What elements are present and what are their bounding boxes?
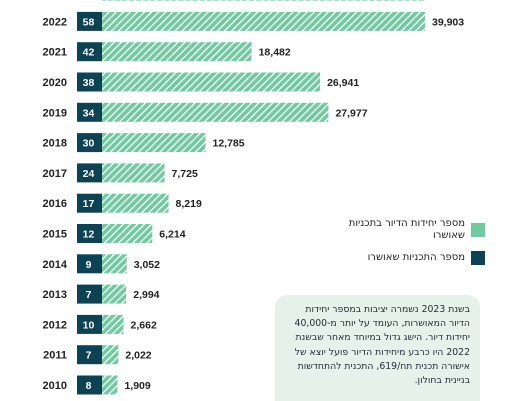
- plans-value-label: 42: [83, 47, 95, 59]
- plans-value-label: 38: [83, 77, 95, 89]
- units-bar: [102, 72, 321, 92]
- year-label: 2017: [43, 168, 67, 180]
- plans-bar: [77, 314, 102, 334]
- plans-bar: [77, 42, 102, 62]
- year-label: 2015: [43, 229, 67, 241]
- units-value-label: 1,909: [124, 380, 150, 392]
- plans-value-label: 7: [86, 289, 92, 301]
- units-bar: [102, 42, 252, 62]
- year-label: 2012: [43, 319, 67, 331]
- plans-value-label: 8: [86, 380, 92, 392]
- year-label: 2021: [43, 47, 67, 59]
- units-bar: [102, 224, 153, 243]
- units-value-label: 39,903: [432, 16, 464, 28]
- plans-bar: [77, 133, 102, 153]
- plans-bar: [77, 11, 102, 31]
- plans-bar: [77, 345, 102, 365]
- units-value-label: 18,482: [259, 47, 291, 59]
- units-value-label: 6,214: [159, 229, 185, 241]
- legend-label-units: מספר יחידות הדיור בתכניות שאושרו: [348, 218, 465, 241]
- units-value-label: 2,022: [125, 350, 151, 362]
- plans-bar: [77, 72, 102, 92]
- plans-value-label: 7: [86, 350, 92, 362]
- year-label: 2013: [43, 289, 67, 301]
- chart-legend: מספר יחידות הדיור בתכניות שאושרו מספר הת…: [335, 218, 485, 274]
- plans-value-label: 30: [83, 138, 95, 150]
- year-label: 2020: [43, 77, 67, 89]
- legend-label-plans: מספר התכניות שאושרו: [367, 252, 465, 263]
- year-label: 2019: [43, 107, 67, 119]
- units-bar: [102, 314, 124, 334]
- units-value-label: 2,662: [131, 319, 157, 331]
- plans-bar: [77, 284, 102, 304]
- units-bar: [102, 193, 169, 213]
- legend-item-units: מספר יחידות הדיור בתכניות שאושרו: [335, 218, 485, 242]
- units-value-label: 2,994: [133, 289, 159, 301]
- units-bar: [102, 102, 329, 122]
- plans-bar: [77, 224, 102, 243]
- units-value-label: 12,785: [212, 138, 244, 150]
- units-bar: [102, 375, 118, 395]
- year-label: 2014: [43, 259, 68, 271]
- units-value-label: 8,219: [176, 198, 202, 210]
- units-bar: [102, 133, 206, 153]
- units-bar: [102, 345, 119, 365]
- plans-bar: [77, 193, 102, 213]
- legend-swatch-plans: [471, 251, 485, 265]
- units-bar: [102, 11, 425, 31]
- year-label: 2016: [43, 198, 67, 210]
- plans-bar: [77, 254, 102, 274]
- plans-bar: [77, 375, 102, 395]
- units-bar: [102, 0, 426, 1]
- units-bar: [102, 163, 165, 183]
- year-label: 2010: [43, 380, 67, 392]
- plans-value-label: 12: [83, 229, 95, 241]
- units-value-label: 26,941: [327, 77, 359, 89]
- units-bar: [102, 284, 127, 304]
- year-label: 2018: [43, 138, 67, 150]
- plans-value-label: 58: [83, 16, 95, 28]
- plans-value-label: 9: [86, 259, 92, 271]
- units-value-label: 3,052: [134, 259, 160, 271]
- plans-bar: [77, 163, 102, 183]
- legend-swatch-units: [471, 223, 485, 237]
- legend-item-plans: מספר התכניות שאושרו: [335, 251, 485, 265]
- plans-value-label: 17: [83, 198, 95, 210]
- plans-value-label: 34: [83, 107, 95, 119]
- plans-value-label: 10: [83, 319, 95, 331]
- year-label: 2011: [43, 350, 67, 362]
- units-value-label: 27,977: [335, 107, 367, 119]
- units-bar: [102, 254, 127, 274]
- units-value-label: 7,725: [172, 168, 198, 180]
- plans-bar: [77, 102, 102, 122]
- year-label: 2022: [43, 16, 67, 28]
- plans-value-label: 24: [83, 168, 95, 180]
- annotation-note: בשנת 2023 נשמרה יציבות במספר יחידות הדיו…: [275, 295, 480, 401]
